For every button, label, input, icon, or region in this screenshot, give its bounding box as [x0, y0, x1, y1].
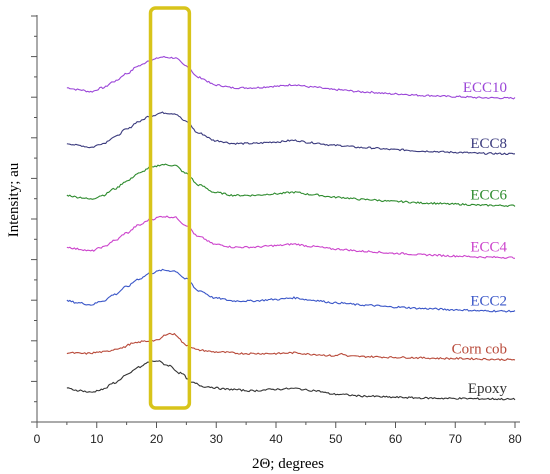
series-label: Corn cob: [452, 342, 507, 358]
x-tick-label: 60: [389, 432, 403, 446]
series-line-ecc8: [66, 111, 516, 156]
x-tick-label: 50: [329, 432, 343, 446]
series-line-ecc6: [66, 163, 516, 208]
series-line-ecc10: [66, 55, 516, 100]
series-line-epoxy: [66, 360, 516, 401]
x-tick-label: 10: [90, 432, 104, 446]
x-axis-title: 2Θ; degrees: [252, 456, 324, 472]
series-line-ecc2: [66, 268, 516, 313]
x-tick-label: 40: [269, 432, 283, 446]
series-label: ECC8: [470, 136, 507, 152]
x-ticks: 0 10 20 30 40 50 60 70 80: [34, 422, 522, 446]
y-axis-title: Intensity; au: [6, 162, 22, 237]
series-label: ECC4: [470, 240, 507, 256]
axes: 0 10 20 30 40 50 60 70 80: [31, 15, 522, 446]
series-label: ECC2: [470, 293, 507, 309]
highlight-box: [148, 6, 192, 410]
series-line-corn-cob: [66, 332, 516, 362]
series-line-ecc4: [66, 215, 516, 259]
x-tick-label: 0: [34, 432, 41, 446]
x-tick-label: 70: [449, 432, 463, 446]
y-ticks: [31, 15, 37, 423]
series-layer: [66, 55, 516, 401]
series-label: ECC10: [463, 80, 507, 96]
series-label: Epoxy: [468, 381, 508, 397]
x-tick-label: 80: [508, 432, 522, 446]
series-label: ECC6: [470, 188, 507, 204]
x-tick-label: 20: [150, 432, 164, 446]
x-tick-label: 30: [210, 432, 224, 446]
series-labels: ECC10 ECC8 ECC6 ECC4 ECC2 Corn cob Epoxy: [452, 80, 508, 397]
